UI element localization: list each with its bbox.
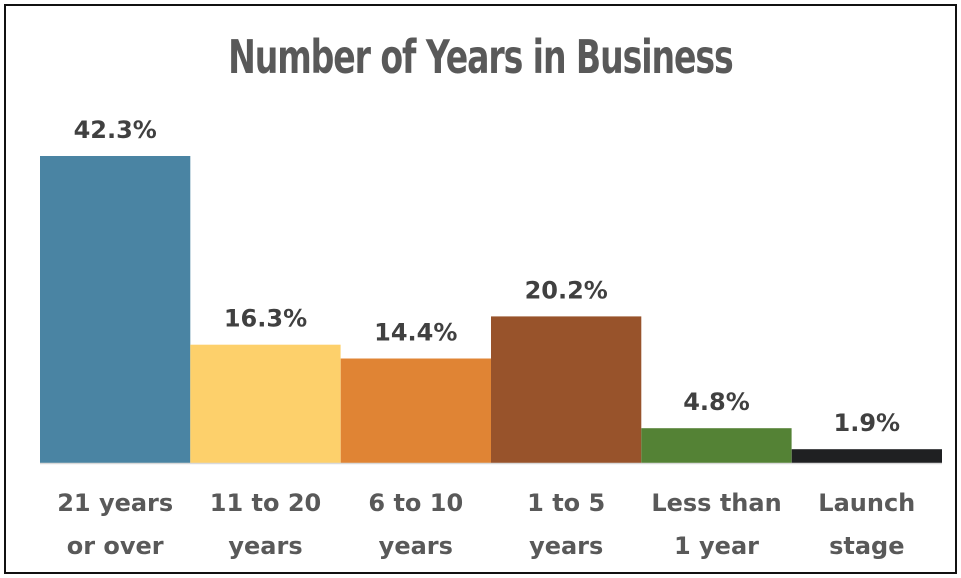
category-label-3-line-1: years [529, 532, 603, 560]
category-label-4-line-1: 1 year [674, 532, 759, 560]
data-label-4: 4.8% [683, 388, 750, 416]
chart-title: Number of Years in Business [228, 30, 734, 84]
category-label-4-line-0: Less than [651, 489, 781, 517]
category-label-5-line-1: stage [829, 532, 904, 560]
category-label-0-line-0: 21 years [57, 489, 173, 517]
data-label-5: 1.9% [834, 409, 901, 437]
category-label-1-line-0: 11 to 20 [210, 489, 321, 517]
category-label-2-line-0: 6 to 10 [368, 489, 463, 517]
data-label-0: 42.3% [74, 116, 157, 144]
category-label-3-line-0: 1 to 5 [527, 489, 605, 517]
data-label-3: 20.2% [525, 276, 608, 304]
bar-1 [190, 344, 341, 463]
bar-3 [491, 316, 642, 463]
data-label-2: 14.4% [374, 319, 457, 347]
bar-5 [791, 449, 942, 463]
category-label-2-line-1: years [379, 532, 453, 560]
bar-2 [340, 358, 491, 463]
bar-4 [641, 428, 792, 463]
bar-0 [40, 156, 191, 463]
category-label-0-line-1: or over [67, 532, 164, 560]
category-label-5-line-0: Launch [818, 489, 915, 517]
data-label-1: 16.3% [224, 305, 307, 333]
category-label-1-line-1: years [228, 532, 302, 560]
